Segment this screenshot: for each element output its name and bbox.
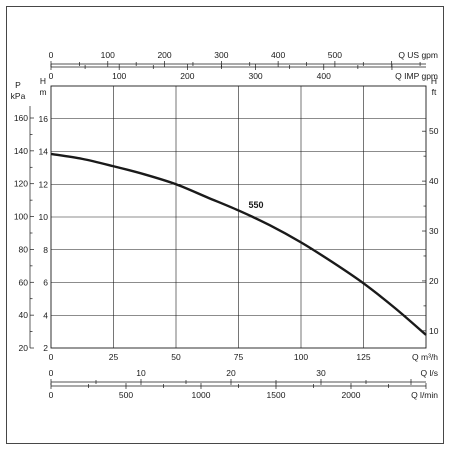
- x-tick-label: 125: [356, 352, 370, 362]
- pressure-label-line1: P: [15, 80, 21, 90]
- flow-lmin-tick-label: 500: [119, 390, 133, 400]
- pressure-tick-label: 120: [14, 179, 28, 189]
- flow-imp-gpm-tick-label: 0: [49, 71, 54, 81]
- flow-imp-gpm-tick-label: 200: [180, 71, 194, 81]
- head-m-label-line2: m: [39, 87, 46, 97]
- flow-imp-gpm-tick-label: 400: [317, 71, 331, 81]
- flow-ls-tick-label: 0: [49, 368, 54, 378]
- flow-us-gpm-tick-label: 0: [49, 50, 54, 60]
- pressure-tick-label: 60: [19, 277, 29, 287]
- flow-lmin-tick-label: 1000: [192, 390, 211, 400]
- head-ft-tick-label: 40: [429, 176, 439, 186]
- head-ft-label-line2: ft: [432, 87, 437, 97]
- y-tick-label-m: 14: [39, 147, 49, 157]
- flow-imp-gpm-label: Q IMP gpm: [395, 71, 438, 81]
- flow-us-gpm-tick-label: 200: [157, 50, 171, 60]
- plot-grid: [51, 86, 426, 348]
- flow-imp-gpm-tick-label: 300: [248, 71, 262, 81]
- y-tick-label-m: 10: [39, 212, 49, 222]
- head-ft-tick-label: 50: [429, 126, 439, 136]
- flow-ls-tick-label: 10: [136, 368, 146, 378]
- flow-lmin-tick-label: 0: [49, 390, 54, 400]
- x-tick-label: 75: [234, 352, 244, 362]
- y-tick-label-m: 2: [43, 343, 48, 353]
- pressure-label-line2: kPa: [11, 91, 26, 101]
- flow-ls-tick-label: 30: [316, 368, 326, 378]
- head-ft-tick-label: 20: [429, 276, 439, 286]
- flow-lmin-label: Q l/min: [411, 390, 438, 400]
- outer-frame: [7, 7, 444, 444]
- flow-lmin-tick-label: 2000: [342, 390, 361, 400]
- x-tick-label: 100: [294, 352, 308, 362]
- flow-us-gpm-tick-label: 100: [101, 50, 115, 60]
- series-label-550: 550: [248, 200, 263, 210]
- flow-us-gpm-tick-label: 300: [214, 50, 228, 60]
- pressure-tick-label: 160: [14, 113, 28, 123]
- head-ft-tick-label: 10: [429, 326, 439, 336]
- y-tick-label-m: 8: [43, 245, 48, 255]
- pressure-tick-label: 20: [19, 343, 29, 353]
- head-m-label-line1: H: [40, 76, 46, 86]
- flow-us-gpm-tick-label: 400: [271, 50, 285, 60]
- pressure-tick-label: 140: [14, 146, 28, 156]
- flow-imp-gpm-tick-label: 100: [112, 71, 126, 81]
- y-tick-label-m: 4: [43, 310, 48, 320]
- y-tick-label-m: 12: [39, 179, 49, 189]
- y-tick-label-m: 6: [43, 278, 48, 288]
- head-ft-tick-label: 30: [429, 226, 439, 236]
- x-tick-label: 0: [49, 352, 54, 362]
- x-tick-label: 25: [109, 352, 119, 362]
- pressure-tick-label: 80: [19, 244, 29, 254]
- pressure-tick-label: 40: [19, 310, 29, 320]
- axes: [30, 61, 426, 389]
- y-tick-label-m: 16: [39, 114, 49, 124]
- x-axis-label: Q m³/h: [412, 352, 438, 362]
- flow-lmin-tick-label: 1500: [267, 390, 286, 400]
- flow-ls-tick-label: 20: [226, 368, 236, 378]
- pressure-tick-label: 100: [14, 212, 28, 222]
- x-tick-label: 50: [171, 352, 181, 362]
- flow-us-gpm-tick-label: 500: [328, 50, 342, 60]
- flow-ls-label: Q l/s: [421, 368, 438, 378]
- flow-us-gpm-label: Q US gpm: [398, 50, 438, 60]
